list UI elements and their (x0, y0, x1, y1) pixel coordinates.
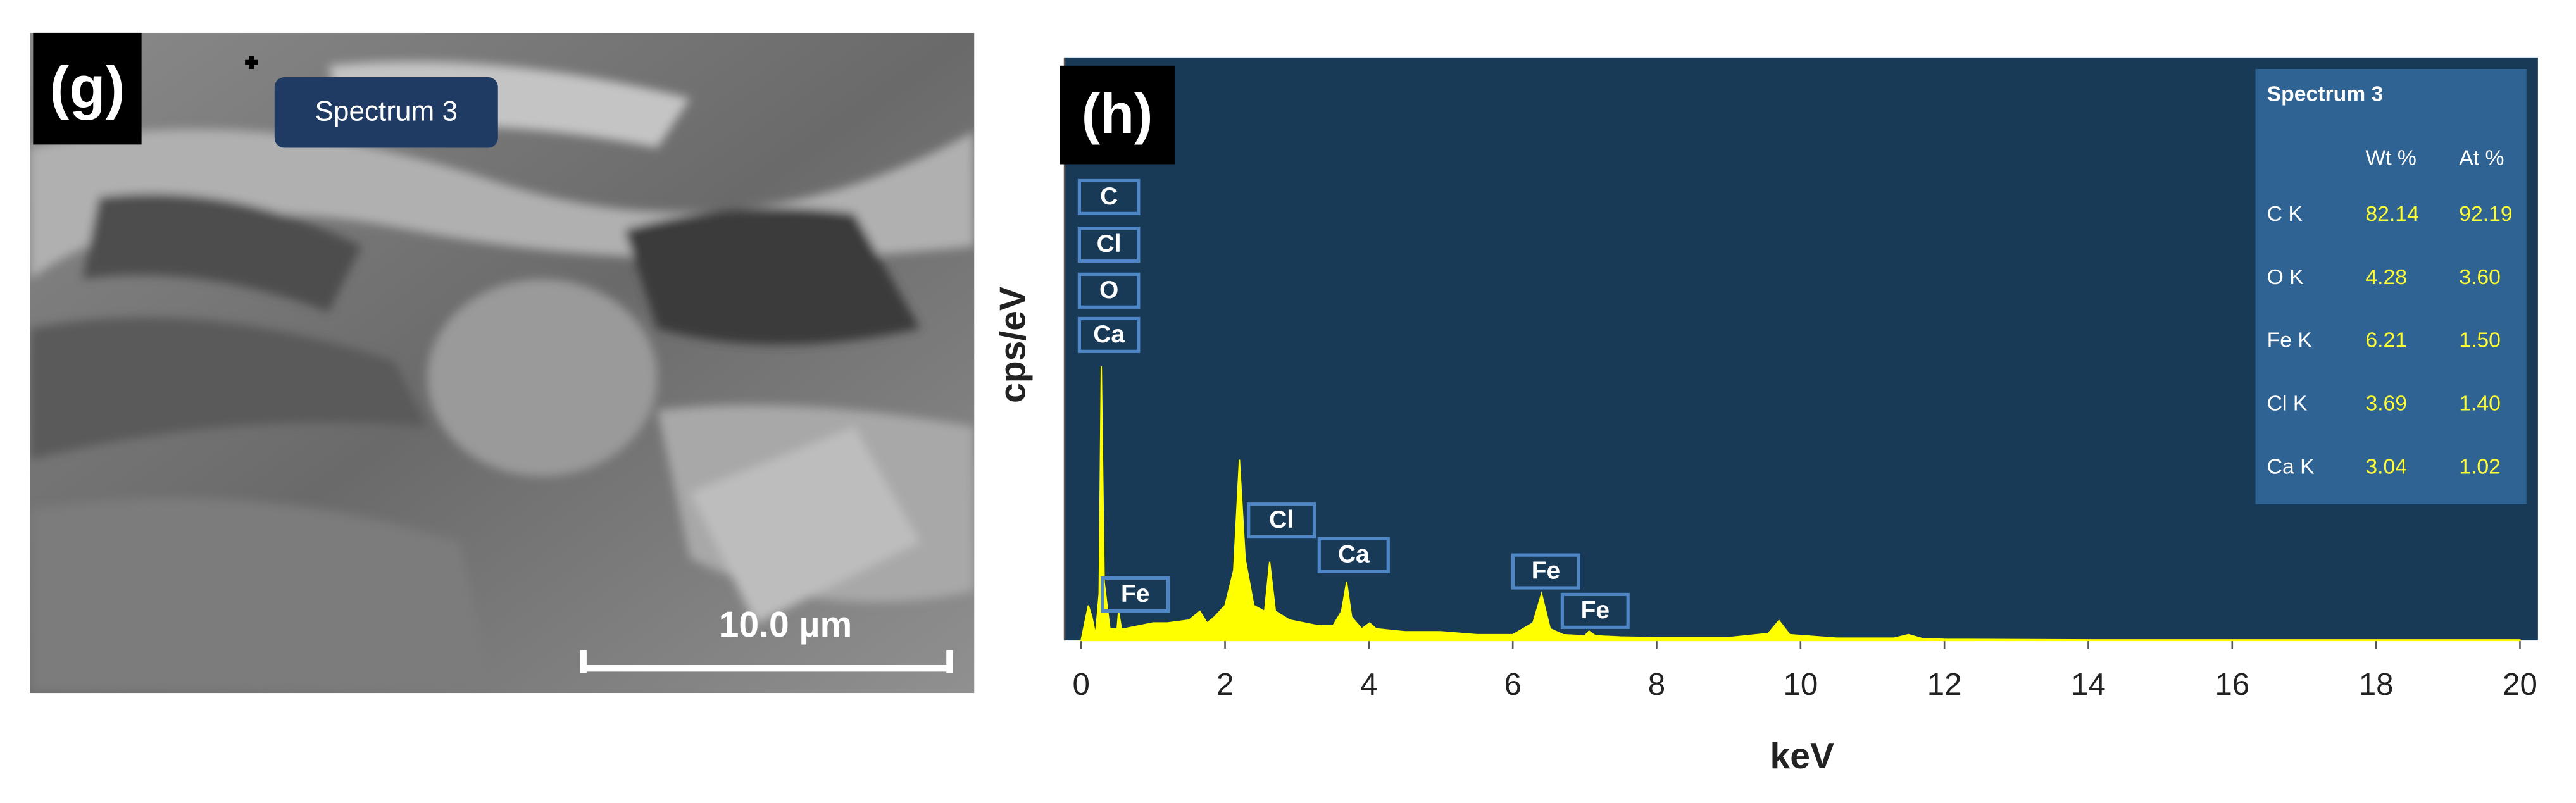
peak-label: Fe (1121, 580, 1149, 607)
peak-label-box (1511, 553, 1580, 590)
table-element: Cl K (2267, 392, 2308, 416)
panel-label-box (1060, 65, 1175, 165)
table-value: 82.14 (2365, 202, 2418, 226)
table-element: C K (2267, 202, 2303, 226)
peak-label: Ca (1338, 541, 1370, 568)
spectrum-marker (245, 56, 258, 69)
x-tick-label: 12 (1927, 667, 1962, 702)
x-tick-label: 8 (1648, 667, 1665, 702)
marker-label-box (274, 77, 498, 148)
table-value: 6.21 (2365, 328, 2407, 352)
x-tick-label: 20 (2503, 667, 2537, 702)
table-element: Ca K (2267, 455, 2315, 479)
x-tick-label: 18 (2359, 667, 2394, 702)
peak-label: Cl (1269, 506, 1294, 533)
x-tick-label: 2 (1216, 667, 1234, 702)
y-axis-label: cps/eV (992, 287, 1033, 403)
table-element: O K (2267, 265, 2304, 289)
peak-label: Fe (1581, 597, 1610, 624)
x-tick-label: 6 (1504, 667, 1521, 702)
panel-label: (g) (49, 54, 125, 120)
peak-label-box (1317, 537, 1390, 573)
table-header: Wt % (2365, 146, 2417, 170)
table-value: 1.02 (2459, 455, 2501, 479)
peak-label: Ca (1093, 321, 1125, 348)
x-tick-label: 16 (2215, 667, 2249, 702)
sem-image (30, 32, 975, 694)
peak-label-box (1560, 592, 1630, 629)
peak-label: C (1100, 183, 1118, 210)
table-title: Spectrum 3 (2267, 82, 2384, 106)
scale-label: 10.0 µm (719, 604, 853, 645)
table-value: 1.40 (2459, 392, 2501, 416)
x-tick-label: 10 (1783, 667, 1818, 702)
table-value: 3.60 (2459, 265, 2501, 289)
peak-label: Fe (1532, 557, 1560, 585)
x-tick-label: 14 (2071, 667, 2106, 702)
panel-label-box (33, 32, 142, 145)
scale-bar (580, 650, 953, 673)
peak-label-box (1077, 316, 1141, 353)
marker-label: Spectrum 3 (315, 96, 458, 127)
x-tick-label: 0 (1072, 667, 1089, 702)
x-tick-label: 4 (1360, 667, 1377, 702)
table-header: At % (2459, 146, 2504, 170)
spectrum (1080, 366, 2521, 642)
quant-table (2255, 68, 2527, 504)
panel-label: (h) (1082, 82, 1153, 145)
peak-label-box (1247, 502, 1316, 539)
table-value: 1.50 (2459, 328, 2501, 352)
peak-label-box (1077, 178, 1141, 215)
table-value: 4.28 (2365, 265, 2407, 289)
x-axis-label: keV (1770, 736, 1834, 776)
table-element: Fe K (2267, 328, 2313, 352)
table-value: 3.69 (2365, 392, 2407, 416)
table-value: 3.04 (2365, 455, 2407, 479)
peak-label-box (1077, 272, 1141, 309)
peak-label: Cl (1097, 230, 1122, 258)
peak-label: O (1099, 277, 1118, 304)
table-value: 92.19 (2459, 202, 2512, 226)
peak-label-box (1077, 227, 1141, 263)
peak-label-box (1101, 576, 1170, 613)
